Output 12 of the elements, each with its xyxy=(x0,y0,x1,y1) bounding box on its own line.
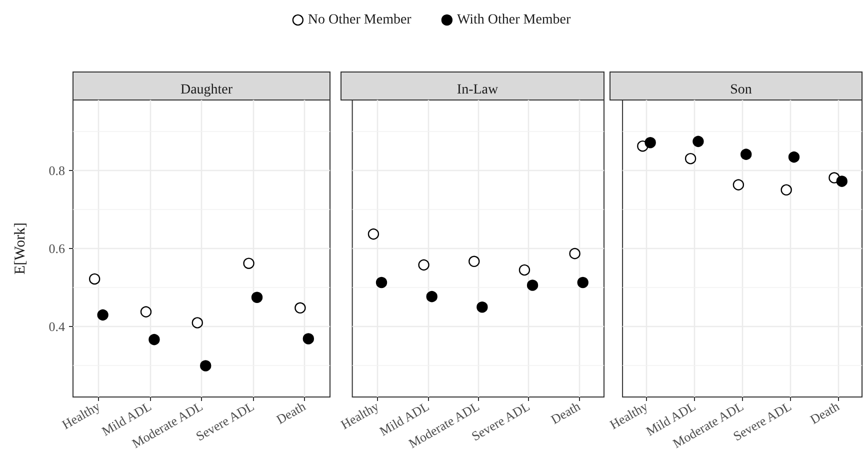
chart-title: In-Law xyxy=(456,82,499,98)
y-tick-label: 0.4 xyxy=(48,319,66,334)
x-tick-label: Death xyxy=(274,398,308,428)
legend-label: No Other Member xyxy=(308,12,412,28)
y-axis-title: E[Work] xyxy=(12,222,28,275)
x-tick-label: Death xyxy=(807,398,842,428)
x-tick-label: Death xyxy=(548,398,584,428)
chart-title: Son xyxy=(730,82,752,98)
y-tick-label: 0.6 xyxy=(48,241,66,256)
y-tick-label: 0.8 xyxy=(48,162,65,178)
chart-title: Daughter xyxy=(180,82,233,98)
legend-label: With Other Member xyxy=(456,12,572,28)
